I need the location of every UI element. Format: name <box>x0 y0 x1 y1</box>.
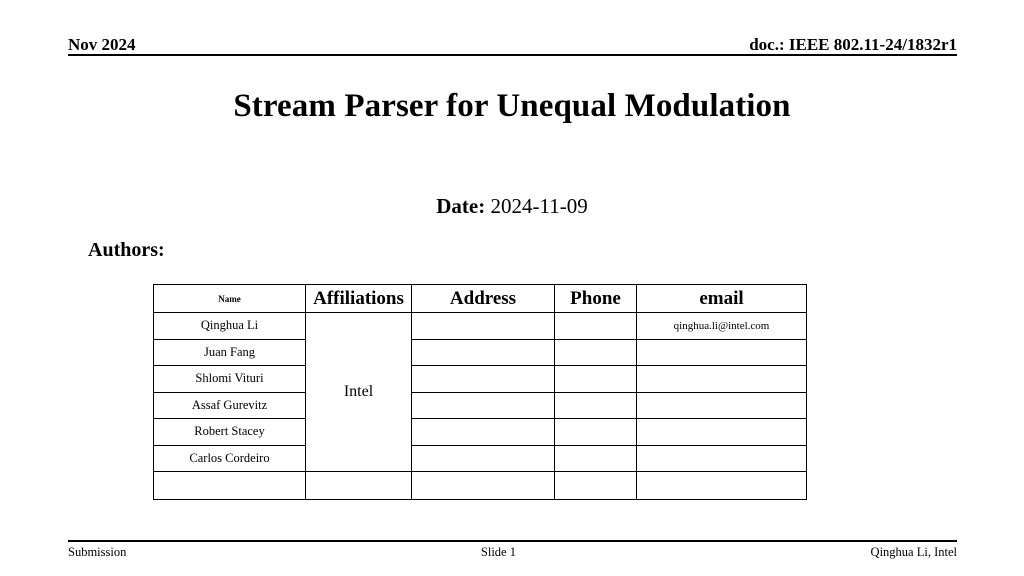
cell-affiliation <box>305 471 412 500</box>
cell-email <box>636 338 807 366</box>
column-header-address: Address <box>411 284 555 313</box>
cell-email <box>636 391 807 419</box>
footer-slide-number: Slide 1 <box>480 545 516 559</box>
cell-email: qinghua.li@intel.com <box>636 312 807 340</box>
cell-email <box>636 418 807 446</box>
cell-phone <box>554 365 637 393</box>
cell-phone <box>554 471 637 500</box>
cell-phone <box>554 312 637 340</box>
cell-phone <box>554 418 637 446</box>
authors-table-container: Name Affiliations Address Phone email Qi… <box>153 284 807 500</box>
table-row: Carlos Cordeiro <box>153 444 807 472</box>
table-row: Qinghua Li Intel qinghua.li@intel.com <box>153 312 807 472</box>
cell-email <box>636 471 807 500</box>
table-row: Robert Stacey <box>153 418 807 446</box>
date-label: Date: <box>436 194 486 218</box>
date-value: 2024-11-09 <box>490 194 588 218</box>
cell-name: Assaf Gurevitz <box>153 391 306 419</box>
column-header-phone: Phone <box>554 284 637 313</box>
cell-phone <box>554 338 637 366</box>
cell-address <box>411 471 555 500</box>
column-header-name: Name <box>153 284 306 313</box>
cell-address <box>411 365 555 393</box>
table-row: Juan Fang <box>153 338 807 366</box>
footer-submission-label: Submission <box>68 545 127 559</box>
table-row <box>153 471 807 500</box>
column-header-affiliations: Affiliations <box>305 284 412 313</box>
cell-email <box>636 365 807 393</box>
cell-name: Juan Fang <box>153 338 306 366</box>
column-header-email: email <box>636 284 807 313</box>
cell-address <box>411 312 555 340</box>
table-row: Assaf Gurevitz <box>153 391 807 419</box>
table-header-row: Name Affiliations Address Phone email <box>153 284 807 313</box>
cell-name: Robert Stacey <box>153 418 306 446</box>
cell-name: Shlomi Vituri <box>153 365 306 393</box>
cell-email <box>636 444 807 472</box>
header-document-id: doc.: IEEE 802.11-24/1832r1 <box>749 35 957 55</box>
cell-name: Qinghua Li <box>153 312 306 340</box>
cell-phone <box>554 444 637 472</box>
footer-author-affiliation: Qinghua Li, Intel <box>870 545 957 559</box>
slide-footer: Submission Slide 1 Qinghua Li, Intel <box>68 540 957 560</box>
cell-address <box>411 391 555 419</box>
cell-phone <box>554 391 637 419</box>
cell-affiliation-merged: Intel <box>305 312 412 472</box>
header-date: Nov 2024 <box>68 35 136 55</box>
cell-address <box>411 418 555 446</box>
authors-label: Authors: <box>88 239 165 261</box>
page-title: Stream Parser for Unequal Modulation <box>233 88 791 124</box>
authors-table: Name Affiliations Address Phone email Qi… <box>153 284 807 500</box>
cell-name <box>153 471 306 500</box>
slide-header: Nov 2024 doc.: IEEE 802.11-24/1832r1 <box>68 28 957 56</box>
table-row: Shlomi Vituri <box>153 365 807 393</box>
cell-address <box>411 338 555 366</box>
cell-address <box>411 444 555 472</box>
cell-name: Carlos Cordeiro <box>153 444 306 472</box>
date-line: Date: 2024-11-09 <box>0 194 1024 219</box>
